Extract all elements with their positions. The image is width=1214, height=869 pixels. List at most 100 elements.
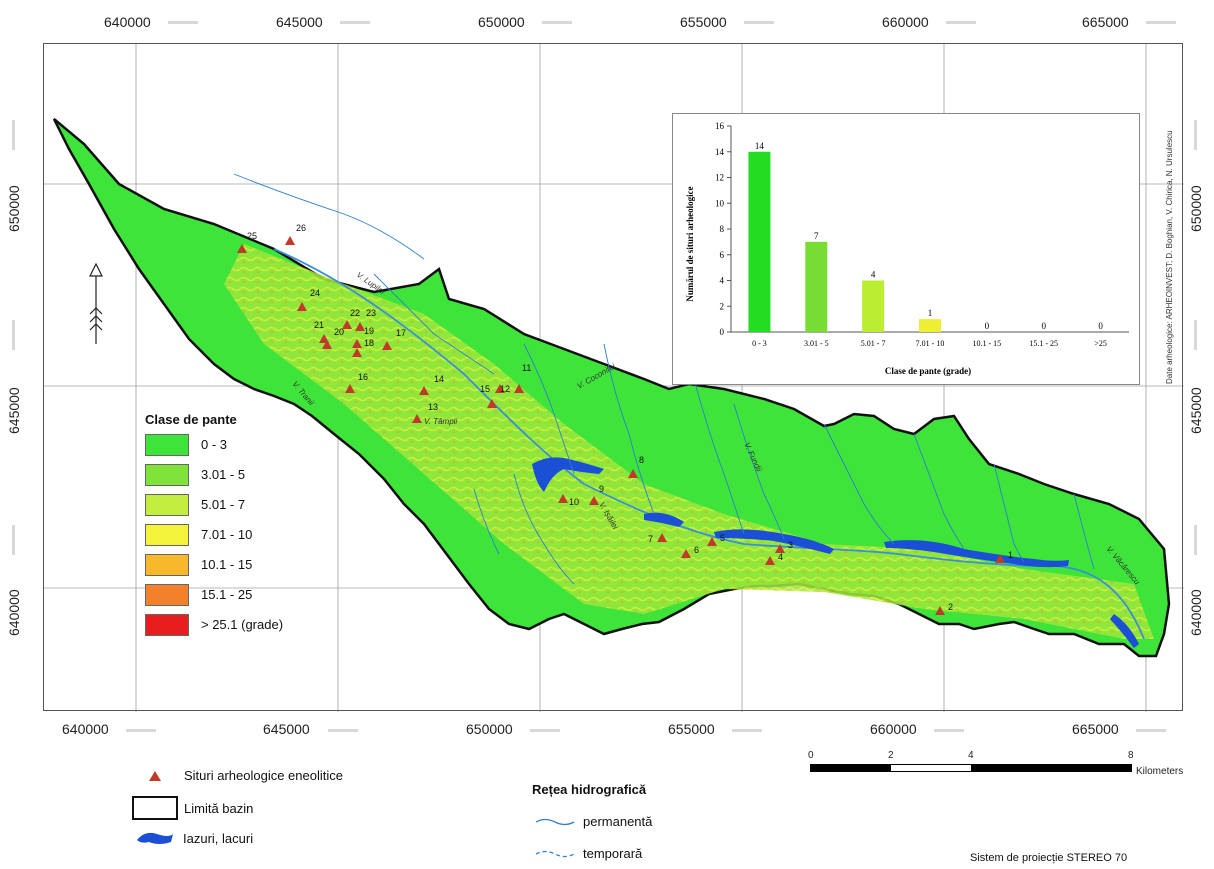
rectangle-icon	[132, 796, 178, 820]
chart-category-label: 3.01 - 5	[804, 339, 829, 348]
legend-label: > 25.1 (grade)	[201, 617, 284, 632]
site-marker[interactable]: 1	[995, 550, 1013, 563]
svg-text:20: 20	[334, 327, 344, 337]
lake-icon	[137, 832, 173, 844]
scale-tick: 2	[888, 750, 894, 761]
legend-row: 10.1 - 15	[145, 553, 283, 576]
site-marker[interactable]: 18	[352, 338, 374, 357]
chart-category-label: 7.01 - 10	[916, 339, 945, 348]
river-line-icon	[535, 818, 575, 825]
x-coord-top: 645000	[276, 14, 323, 30]
legend-title: Clase de pante	[145, 412, 237, 427]
svg-text:9: 9	[599, 484, 604, 494]
dashed-river-icon	[535, 850, 575, 857]
triangle-icon	[149, 770, 161, 781]
chart-data-label: 7	[814, 231, 819, 241]
chart-bar[interactable]	[919, 319, 941, 332]
legend-row: 3.01 - 5	[145, 463, 283, 486]
x-coord-top: 655000	[680, 14, 727, 30]
scale-tick: 0	[808, 750, 814, 761]
chart-data-label: 0	[985, 321, 990, 331]
site-marker[interactable]: 8	[628, 455, 644, 478]
site-marker[interactable]: 11	[514, 363, 531, 393]
chart-data-label: 0	[1041, 321, 1046, 331]
svg-text:4: 4	[778, 552, 783, 562]
site-marker[interactable]: 4	[765, 552, 783, 565]
legend-row: > 25.1 (grade)	[145, 613, 283, 636]
svg-text:25: 25	[247, 231, 257, 241]
chart-bar[interactable]	[748, 151, 771, 332]
chart-y-tick: 12	[715, 173, 724, 183]
svg-text:19: 19	[364, 326, 374, 336]
site-marker[interactable]: 24	[297, 288, 320, 311]
site-marker[interactable]: 6	[681, 545, 699, 558]
legend-permanent-label: permanentă	[583, 814, 653, 829]
chart-bar[interactable]	[805, 241, 828, 332]
site-marker[interactable]: 10	[558, 494, 579, 507]
site-marker[interactable]: 25	[237, 231, 257, 253]
site-marker[interactable]: 3	[775, 540, 793, 553]
site-marker[interactable]: 20	[322, 327, 344, 349]
y-coord-left: 645000	[6, 387, 22, 434]
x-coord-bottom: 640000	[62, 721, 109, 737]
scale-unit: Kilometers	[1136, 766, 1184, 777]
basin-polygon[interactable]	[52, 118, 1171, 658]
legend-label: 7.01 - 10	[201, 527, 253, 542]
site-marker[interactable]: 19	[352, 326, 374, 348]
svg-text:12: 12	[500, 384, 510, 394]
site-marker[interactable]: 5	[707, 533, 725, 546]
legend-row: 7.01 - 10	[145, 523, 283, 546]
slope-legend: Clase de pante 0 - 3 3.01 - 5 5.01 - 7 7.01…	[145, 412, 283, 643]
chart-y-tick: 2	[720, 301, 725, 311]
chart-data-label: 1	[928, 308, 933, 318]
site-marker[interactable]: 26	[285, 223, 306, 245]
site-marker[interactable]: 15	[480, 384, 497, 408]
site-marker[interactable]: 9	[589, 484, 604, 505]
legend-label: 3.01 - 5	[201, 467, 246, 482]
site-markers[interactable]: 1 2 3 4 5 6 7 8 9 10 11 12 13 14 15 16 1…	[237, 223, 1013, 615]
chart-category-label: 5.01 - 7	[861, 339, 886, 348]
site-marker[interactable]: 7	[648, 533, 667, 544]
legend-row: 0 - 3	[145, 433, 283, 456]
legend-sites-label: Situri arheologice eneolitice	[184, 768, 343, 783]
x-coord-bottom: 650000	[466, 721, 513, 737]
slope-texture	[224, 244, 1154, 639]
legend-swatch	[145, 433, 189, 456]
x-coord-top: 665000	[1082, 14, 1129, 30]
svg-text:2: 2	[948, 602, 953, 612]
site-marker[interactable]: 16	[345, 372, 368, 393]
x-coord-top: 660000	[882, 14, 929, 30]
y-coord-right: 640000	[1188, 589, 1204, 636]
site-marker[interactable]: 22	[342, 308, 360, 329]
legend-basin: Limită bazin	[132, 796, 253, 820]
legend-label: 5.01 - 7	[201, 497, 246, 512]
chart-y-label: Numărul de situri arheologice	[685, 186, 695, 301]
site-marker[interactable]: 13	[412, 402, 438, 423]
chart-category-label: 15.1 - 25	[1029, 339, 1058, 348]
legend-swatch	[145, 493, 189, 516]
svg-text:1: 1	[1008, 550, 1013, 560]
scale-bar	[810, 764, 1132, 772]
legend-swatch	[145, 583, 189, 606]
chart-category-label: 10.1 - 15	[973, 339, 1002, 348]
chart-y-tick: 4	[720, 276, 725, 286]
x-coord-top: 650000	[478, 14, 525, 30]
chart-data-label: 4	[871, 270, 876, 280]
site-marker[interactable]: 17	[382, 328, 406, 350]
site-marker[interactable]: 14	[419, 374, 444, 395]
site-marker[interactable]: 12	[495, 384, 510, 394]
chart-y-tick: 0	[720, 327, 725, 337]
svg-text:21: 21	[314, 320, 324, 330]
site-marker[interactable]: 23	[355, 308, 376, 331]
chart-bar[interactable]	[862, 280, 885, 333]
chart-data-label: 14	[755, 141, 765, 151]
site-marker[interactable]: 21	[314, 320, 329, 343]
svg-text:8: 8	[639, 455, 644, 465]
y-coord-left: 650000	[6, 185, 22, 232]
north-arrow-icon	[89, 262, 103, 344]
chart-y-tick: 10	[715, 198, 725, 208]
legend-label: 0 - 3	[201, 437, 228, 452]
site-marker[interactable]: 2	[935, 602, 953, 615]
